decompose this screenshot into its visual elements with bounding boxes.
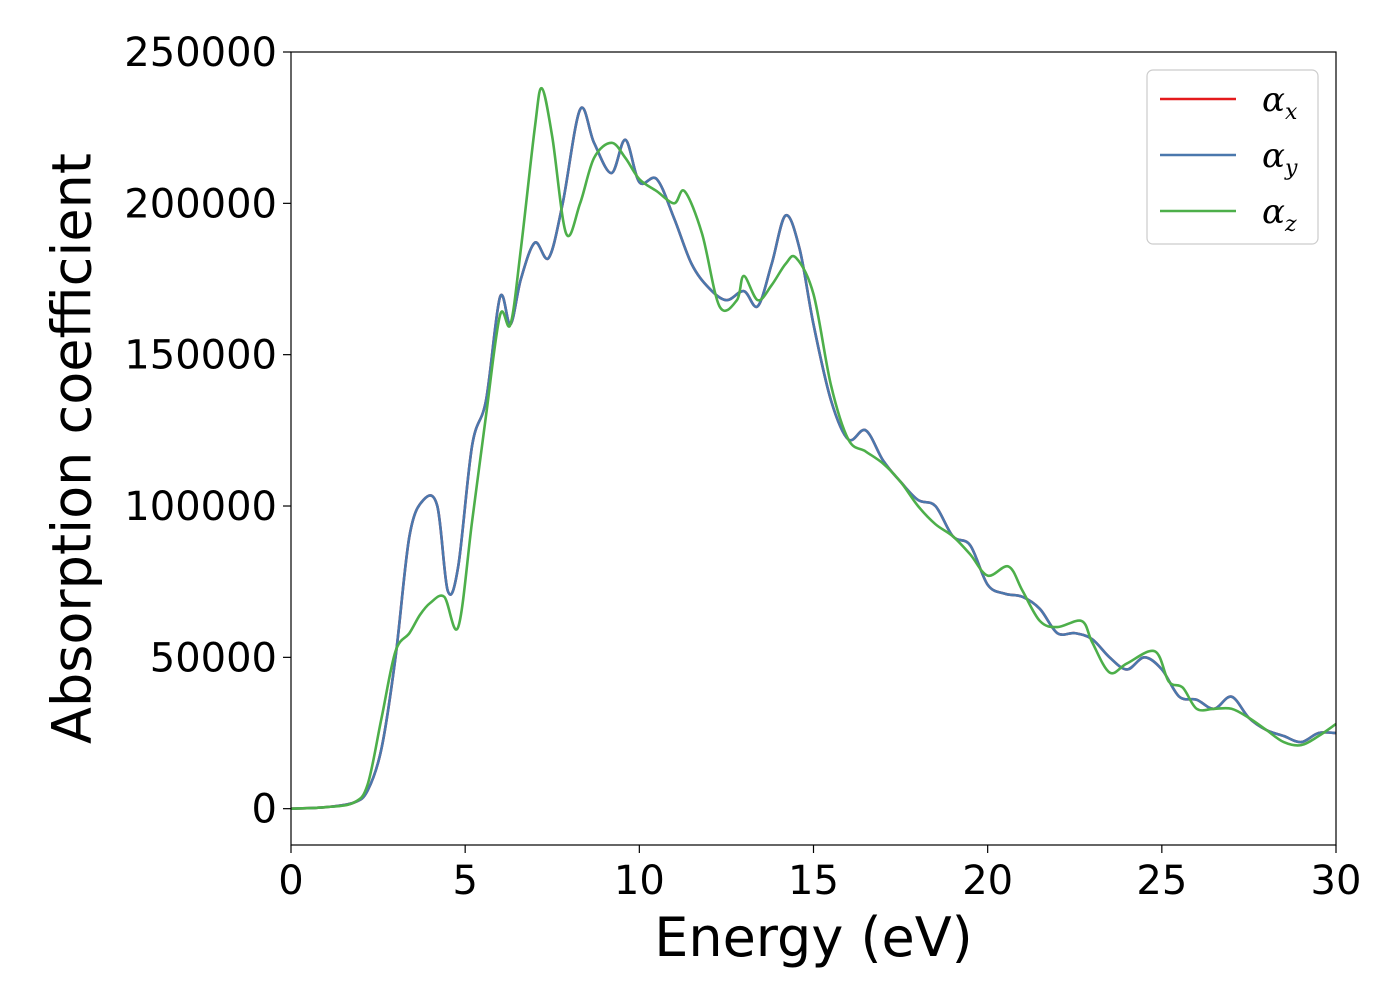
- y-tick-label: 100000: [124, 484, 277, 530]
- x-axis-title: Energy (eV): [654, 906, 973, 969]
- x-tick-label: 15: [788, 858, 839, 904]
- y-tick-label: 150000: [124, 333, 277, 379]
- x-tick-label: 25: [1136, 858, 1187, 904]
- y-tick-label: 200000: [124, 181, 277, 227]
- legend-label: αz: [1262, 192, 1297, 237]
- series-lines: [290, 87, 1337, 810]
- legend-item-y: αy: [1160, 136, 1298, 181]
- series-line-y: [290, 106, 1337, 810]
- axis-ticks: 0 5 10 15 20 25 30 0 50000 100000 150000 200000 2500…: [124, 30, 1361, 904]
- series-line-z: [290, 87, 1337, 810]
- y-tick-label: 50000: [150, 635, 277, 681]
- x-tick-label: 30: [1311, 858, 1362, 904]
- legend-label: αy: [1262, 136, 1298, 181]
- y-axis-title: Absorption coefficient: [41, 153, 104, 744]
- legend-label: αx: [1262, 80, 1298, 125]
- legend-item-z: αz: [1160, 192, 1297, 237]
- legend-item-x: αx: [1160, 80, 1298, 125]
- x-tick-label: 10: [614, 858, 665, 904]
- y-tick-label: 0: [252, 787, 277, 833]
- y-tick-label: 250000: [124, 30, 277, 76]
- x-tick-label: 20: [962, 858, 1013, 904]
- legend-box: [1146, 69, 1319, 245]
- x-tick-label: 0: [278, 858, 303, 904]
- legend: αx αy αz: [1146, 69, 1319, 245]
- x-tick-label: 5: [452, 858, 477, 904]
